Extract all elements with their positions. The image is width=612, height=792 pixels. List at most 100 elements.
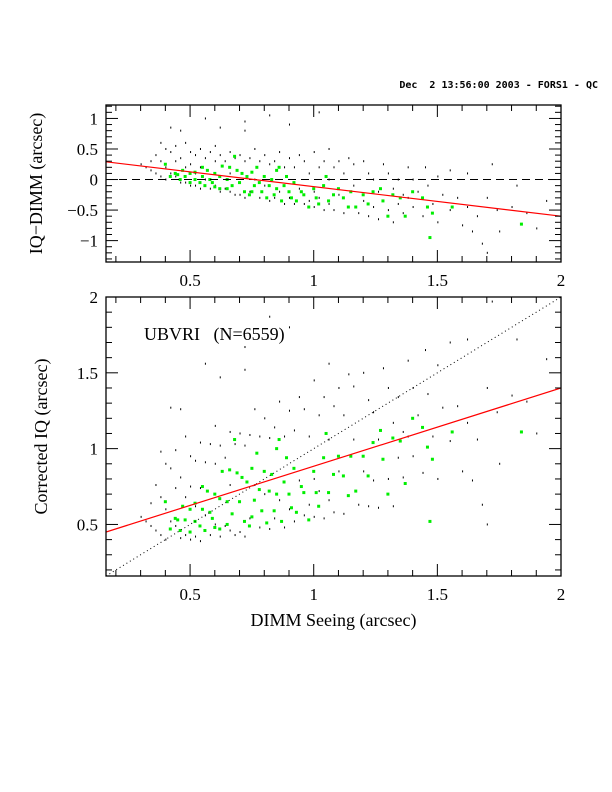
highlighted-data-point [275,492,279,496]
highlighted-data-point [262,174,266,178]
data-point [180,476,182,479]
data-point [467,206,469,209]
highlighted-data-point [287,492,291,496]
data-point [293,520,295,523]
data-point [244,444,246,447]
data-point [234,443,236,446]
highlighted-data-point [341,196,345,200]
highlighted-data-point [193,178,197,182]
highlighted-data-point [200,507,204,511]
data-point [249,190,251,193]
highlighted-data-point [366,202,370,206]
highlighted-data-point [411,416,415,420]
data-point [382,367,384,370]
plot-frame [105,296,562,577]
data-point [402,212,404,215]
highlighted-data-point [238,181,242,185]
data-point [298,479,300,482]
data-point [264,184,266,187]
data-point [284,166,286,169]
data-point [476,215,478,218]
data-point [424,349,426,352]
y-axis-label: Corrected IQ (arcsec) [31,359,52,515]
highlighted-data-point [218,527,222,531]
highlighted-data-point [275,447,279,451]
data-point [190,184,192,187]
data-point [328,147,330,150]
data-point [333,511,335,514]
highlighted-data-point [250,466,254,470]
highlighted-data-point [218,497,222,501]
highlighted-data-point [332,472,335,476]
data-point [288,123,290,126]
highlighted-data-point [327,491,331,495]
highlighted-data-point [421,196,425,200]
data-point [209,534,211,537]
data-point [195,459,197,462]
data-point [412,455,414,458]
data-point [254,147,256,150]
data-point [274,160,276,163]
data-point [239,154,241,157]
data-point [353,438,355,441]
data-point [190,538,192,541]
highlighted-data-point [213,171,217,175]
data-point [259,196,261,199]
highlighted-data-point [163,162,167,166]
data-point [318,490,320,493]
data-point [313,379,315,382]
y-tick-label: 0.5 [77,515,98,534]
data-point [284,202,286,205]
data-point [195,535,197,538]
highlighted-data-point [250,190,254,194]
data-point [239,193,241,196]
data-point [449,440,451,443]
data-point [199,441,201,444]
highlighted-data-point [277,438,281,442]
highlighted-data-point [341,474,345,478]
highlighted-data-point [205,489,209,493]
data-point [170,172,172,175]
highlighted-data-point [218,174,222,178]
highlighted-data-point [314,491,318,495]
highlighted-data-point [391,436,395,440]
data-point [343,212,345,215]
highlighted-data-point [378,428,382,432]
data-point [288,409,290,412]
y-tick-label: 1 [90,109,99,128]
data-point [288,196,290,199]
data-point [323,396,325,399]
data-point [467,338,469,341]
data-point [378,190,380,193]
data-point [180,408,182,411]
data-point [199,487,201,490]
highlighted-data-point [198,181,202,185]
data-point [363,160,365,163]
data-point [402,193,404,196]
highlighted-data-point [403,482,407,486]
data-point [402,476,404,479]
highlighted-data-point [242,190,246,194]
highlighted-data-point [230,512,234,516]
highlighted-data-point [425,445,429,449]
highlighted-data-point [272,509,276,513]
data-point [526,212,528,215]
data-point [229,484,231,487]
y-tick-label: 2 [90,288,99,307]
data-point [229,172,231,175]
x-tick-label: 2 [557,585,566,604]
data-point [170,520,172,523]
data-point [333,405,335,408]
data-point [481,242,483,245]
highlighted-data-point [168,174,172,178]
data-point [274,517,276,520]
highlighted-data-point [275,187,279,191]
data-point [244,120,246,123]
data-point [333,166,335,169]
y-tick-label: −1 [80,232,98,251]
plot-frame [105,104,562,263]
data-point [195,154,197,157]
sample-annotation: UBVRI (N=6559) [144,324,285,345]
highlighted-data-point [287,190,291,194]
highlighted-data-point [255,165,259,169]
